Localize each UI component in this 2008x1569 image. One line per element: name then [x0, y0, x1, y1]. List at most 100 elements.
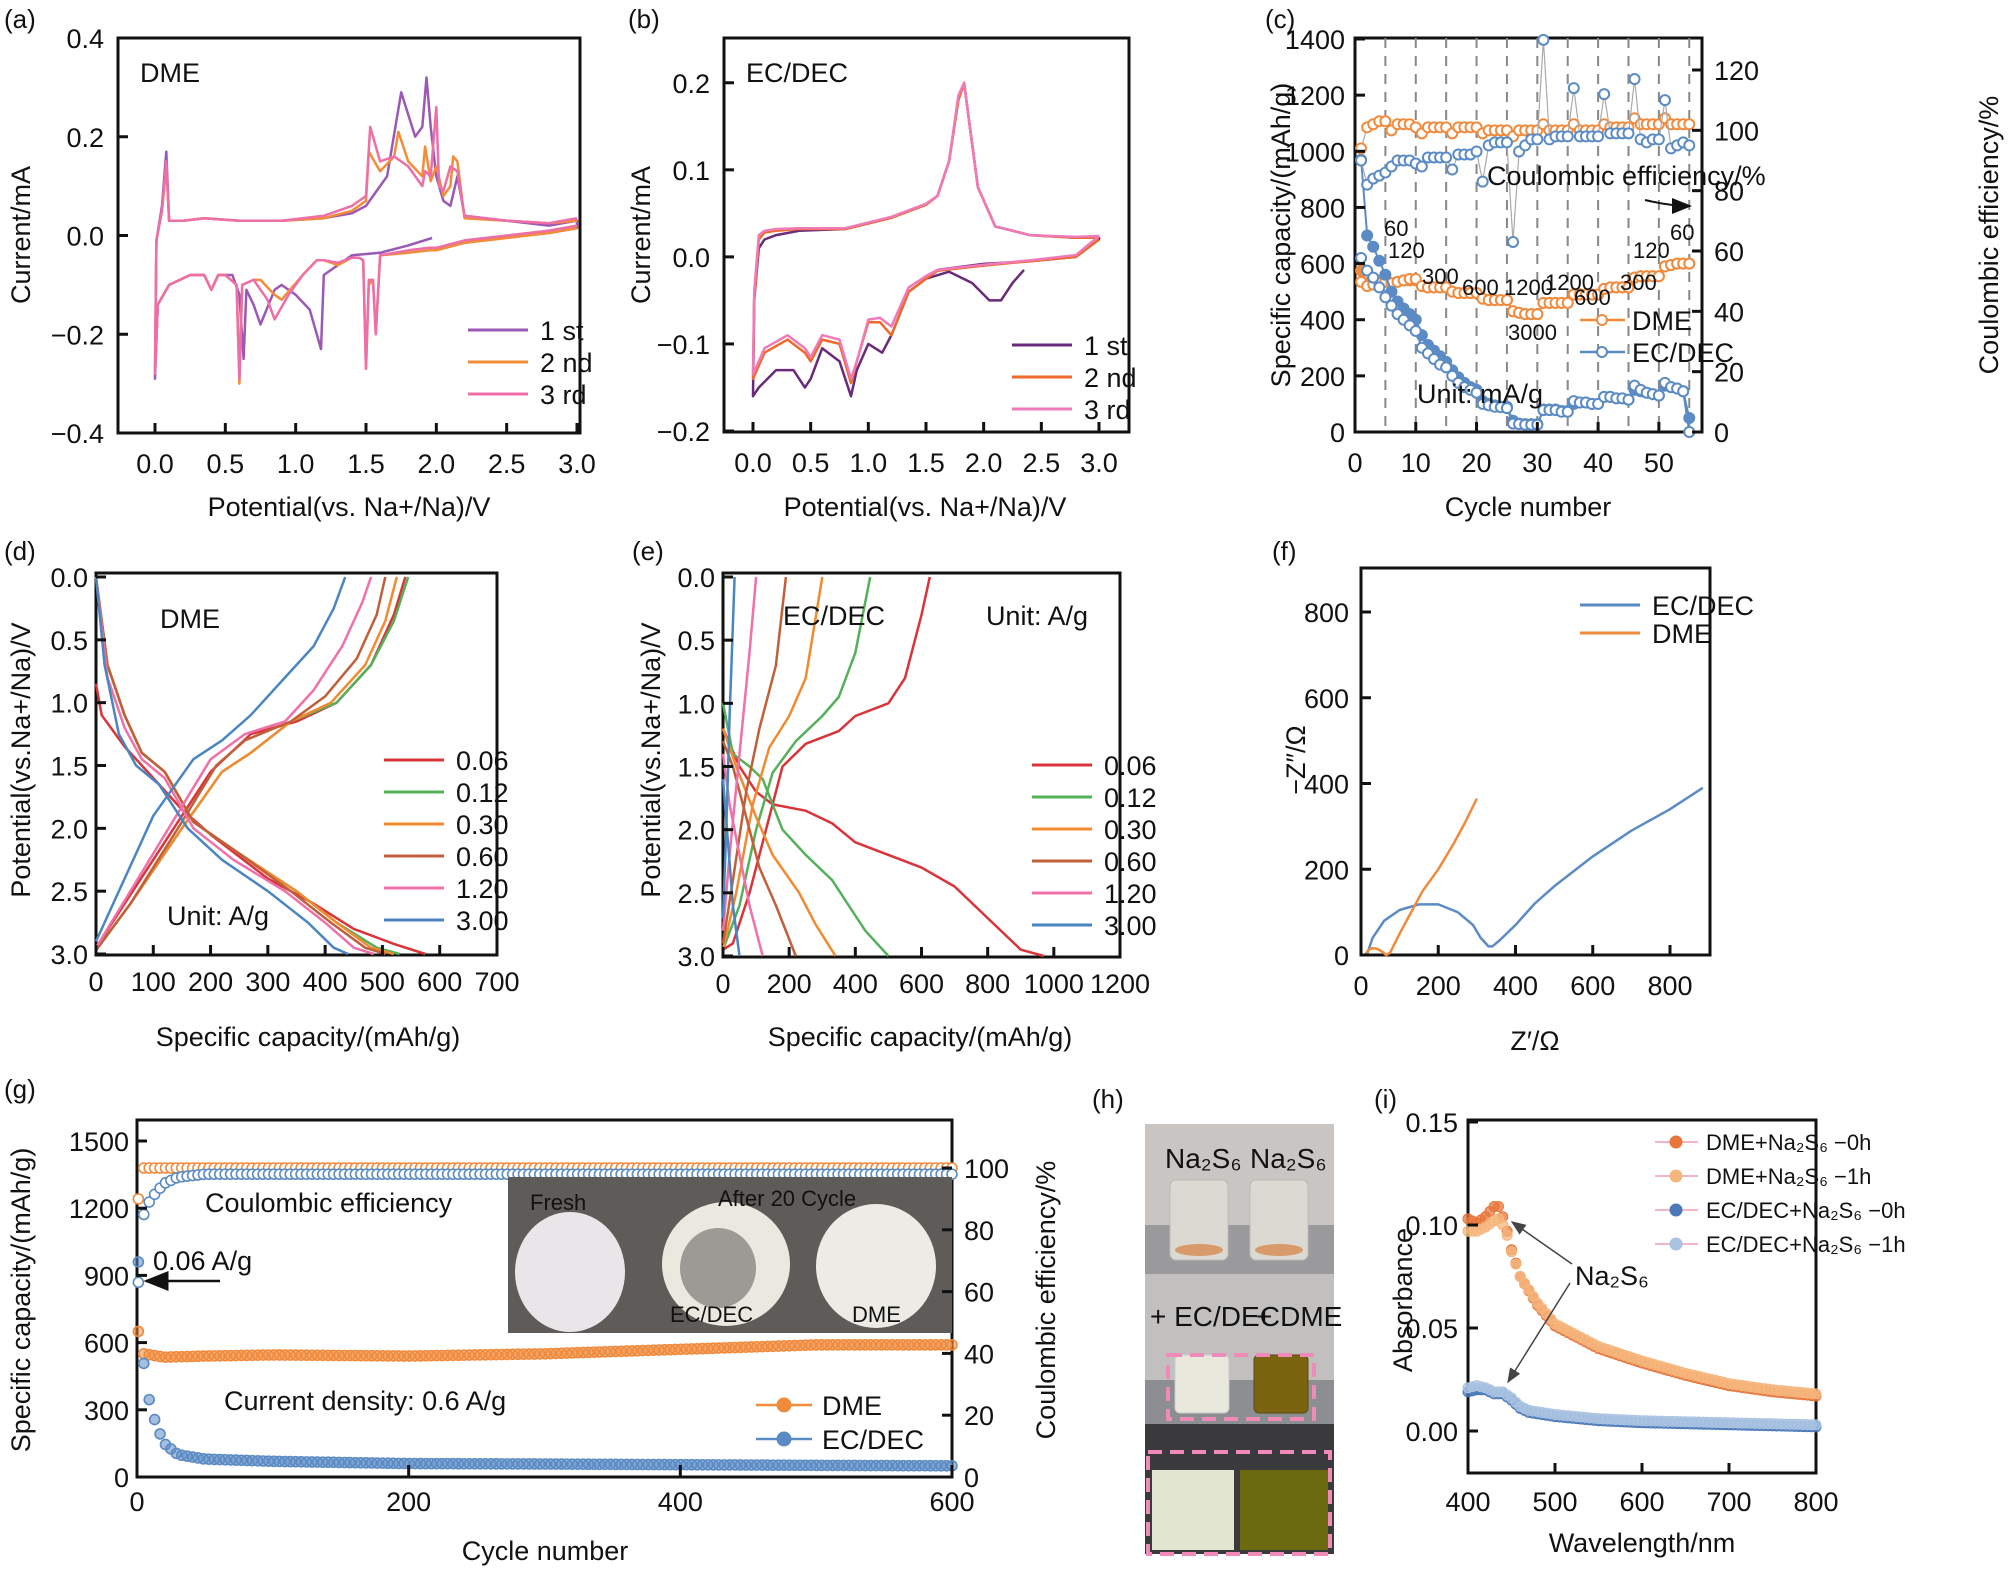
data-point-c: [1355, 251, 1368, 264]
legend-label: 2 nd: [540, 348, 593, 378]
legend-label: DME+Na₂S₆ −0h: [1706, 1130, 1871, 1155]
charge-curve-d: [94, 576, 399, 951]
x-tick-label: 50: [1644, 448, 1674, 478]
legend-label: 1 st: [540, 316, 584, 346]
y-tick-label: 0: [1334, 941, 1349, 971]
x-tick-label: 2.5: [488, 449, 526, 479]
y-tick-label: 3.0: [50, 940, 88, 970]
legend-label: EC/DEC: [822, 1425, 924, 1455]
y-tick-label: 200: [1300, 362, 1345, 392]
y-tick-label: 0.05: [1405, 1314, 1458, 1344]
legend-label: 3 rd: [1084, 395, 1131, 425]
charge-curve-e: [721, 576, 758, 931]
data-point-c: [1683, 257, 1696, 270]
x-tick-label: 2.0: [418, 449, 456, 479]
panel-label-e: (e): [632, 536, 664, 566]
y-tick-label: −0.2: [51, 320, 104, 350]
data-point-c: [1379, 268, 1392, 281]
y-axis-label: Specific capacity/(mAh/g): [6, 1148, 36, 1453]
vial-top-left-residue: [1175, 1244, 1223, 1256]
data-point-i: [1510, 1258, 1522, 1270]
data-point-c: [1622, 281, 1635, 294]
y-tick-label: 600: [1300, 250, 1345, 280]
legend-label: DME: [1632, 306, 1692, 336]
legend-label: EC/DEC+Na₂S₆ −0h: [1706, 1198, 1906, 1223]
x-tick-label: 20: [1462, 448, 1492, 478]
legend-marker: [1596, 314, 1608, 326]
y-tick-label: 0.2: [672, 69, 710, 99]
legend-marker: [776, 1431, 792, 1447]
data-point-c: [1507, 235, 1520, 248]
y2-tick-label: 100: [1714, 116, 1759, 146]
panel-label-h: (h): [1092, 1084, 1124, 1114]
data-point-i: [1501, 1229, 1513, 1241]
legend-label: 0.06: [456, 746, 509, 776]
y-axis-label: Current/mA: [626, 166, 656, 304]
legend-label: 0.30: [1104, 815, 1157, 845]
rate-label: 120: [1633, 238, 1670, 263]
data-point-c: [1683, 139, 1696, 152]
y-tick-label: −0.1: [657, 330, 710, 360]
x-axis-label: Potential(vs. Na+/Na)/V: [208, 492, 491, 522]
x-axis-label: Cycle number: [1445, 492, 1612, 522]
charge-curve-d: [94, 576, 407, 949]
data-point-c: [1531, 133, 1544, 146]
vial-dme: [1253, 1354, 1309, 1414]
data-point-c: [1622, 393, 1635, 406]
data-point-c: [1373, 281, 1386, 294]
charge-curve-e: [722, 576, 932, 951]
data-point-c: [1470, 145, 1483, 158]
data-point-c: [1652, 270, 1665, 283]
x-tick-label: 3.0: [558, 449, 596, 479]
y2-tick-label: 0: [1714, 418, 1729, 448]
series-line-b-2: [751, 81, 1100, 385]
y-tick-label: 0.10: [1405, 1211, 1458, 1241]
y-axis-label: Potential(vs.Na+/Na)/V: [6, 622, 36, 897]
y-tick-label: 1.5: [677, 753, 715, 783]
discharge-curve-e: [721, 728, 1045, 958]
data-point-i: [1810, 1388, 1822, 1400]
data-point-c: [1379, 115, 1392, 128]
legend-label: 3 rd: [540, 380, 587, 410]
x-tick-label: 200: [1416, 971, 1461, 1001]
label-plus-dme: + DME: [1256, 1301, 1342, 1332]
charge-curve-e: [721, 576, 824, 950]
rate-label: 60: [1670, 220, 1694, 245]
x-tick-label: 1200: [1090, 969, 1150, 999]
plot-frame-c: [1353, 36, 1704, 434]
panel-annotation: DME: [140, 58, 200, 88]
y-tick-label: 0.0: [672, 243, 710, 273]
y-tick-label: 0.0: [677, 563, 715, 593]
plot-e: 0 200 400 600 800 1000 1200 3.0 2.5 2.0 1.5 1.0 0.5 0…: [636, 563, 1157, 1052]
y-tick-label: 200: [1304, 855, 1349, 885]
y2-tick-label: 60: [964, 1278, 994, 1308]
data-point-c: [1367, 271, 1380, 284]
data-point-c: [1367, 240, 1380, 253]
ce-arrow: [1644, 197, 1692, 214]
data-point-g: [132, 1256, 145, 1268]
x-tick-label: 0: [1347, 448, 1362, 478]
x-axis-label: Z′/Ω: [1510, 1026, 1559, 1056]
data-point-c: [1561, 130, 1574, 143]
discharge-curve-e: [721, 728, 837, 957]
data-point-g: [132, 1193, 145, 1205]
series-line-b-3: [751, 81, 1100, 381]
data-point-c: [1385, 299, 1398, 312]
data-point-i: [1497, 1219, 1509, 1231]
y2-tick-label: 20: [1714, 358, 1744, 388]
legend-marker: [1596, 346, 1608, 358]
legend-label: DME: [1652, 619, 1712, 649]
unit-annotation: Unit: mA/g: [1417, 379, 1543, 409]
x-tick-label: 0: [129, 1487, 144, 1517]
unit-annotation: Unit: A/g: [986, 601, 1088, 631]
x-tick-label: 600: [929, 1487, 974, 1517]
x-tick-label: 10: [1401, 448, 1431, 478]
x-tick-label: 0.0: [136, 449, 174, 479]
plot-d: 0 100 200 300 400 500 600 700 3.0 2.5 2.0 1.5 1.0 0.5…: [6, 563, 520, 1052]
x-tick-label: 1000: [1024, 969, 1084, 999]
legend-label: EC/DEC: [1632, 338, 1734, 368]
data-point-c: [1622, 127, 1635, 140]
x-axis-label: Cycle number: [462, 1536, 629, 1566]
